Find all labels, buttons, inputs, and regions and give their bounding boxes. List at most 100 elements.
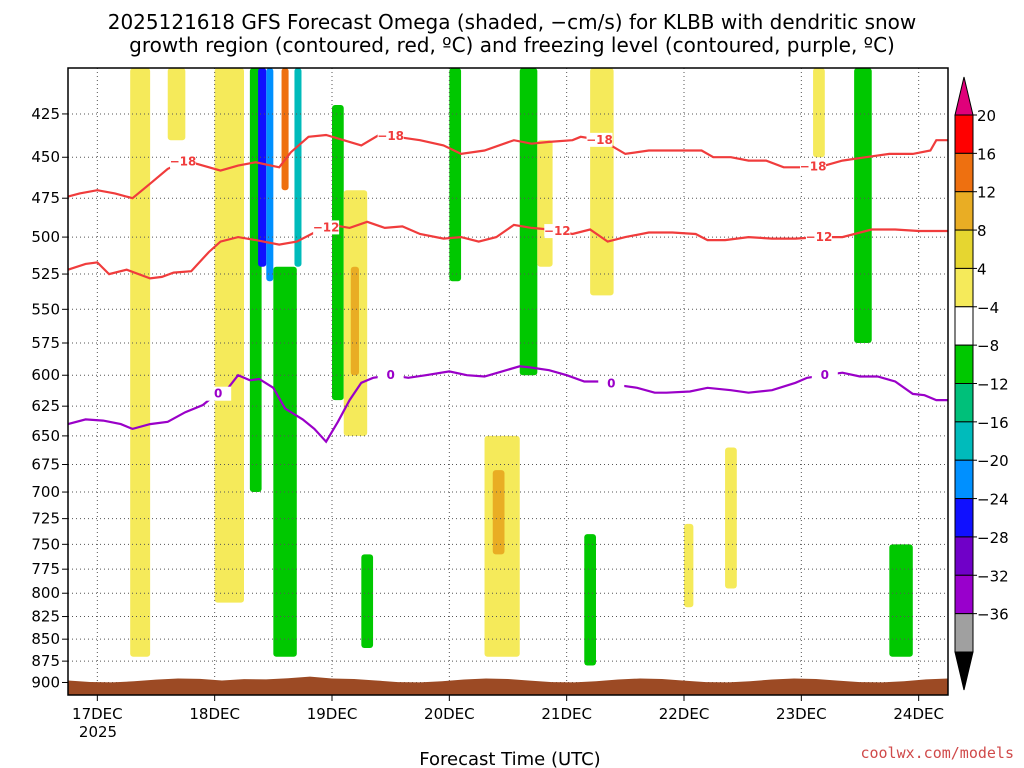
x-tick-label-17DEC: 17DEC <box>72 705 123 723</box>
colorbar-label-3: 8 <box>977 222 987 240</box>
x-tick-label-19DEC: 19DEC <box>307 705 358 723</box>
colorbar-label-0: 20 <box>977 107 996 125</box>
colorbar-segment-7 <box>954 383 974 423</box>
colorbar-top-arrow <box>954 76 974 116</box>
contour-label-bg-2-3 <box>811 368 838 383</box>
contour-label-1-2: −12 <box>806 230 833 244</box>
contour-line-1 <box>67 220 948 280</box>
omega-shade-19 <box>590 68 614 296</box>
omega-shade-16 <box>519 68 538 376</box>
terrain-fill <box>68 676 948 695</box>
omega-shade-5 <box>266 68 274 282</box>
y-tick-label-900: 900 <box>31 673 60 691</box>
colorbar-segment-5 <box>954 306 974 346</box>
omega-shade-9 <box>332 104 344 401</box>
contour-label-bg-0-3 <box>800 159 827 174</box>
y-tick-label-450: 450 <box>31 148 60 166</box>
y-tick-label-425: 425 <box>31 105 60 123</box>
y-tick-label-700: 700 <box>31 483 60 501</box>
y-tick-label-675: 675 <box>31 455 60 473</box>
x-tick-label-23DEC: 23DEC <box>776 705 827 723</box>
contour-label-0-2: −18 <box>586 133 613 147</box>
contour-label-0-1: −18 <box>377 129 404 143</box>
contour-label-bg-0-1 <box>377 129 404 144</box>
x-tick-label-20DEC: 20DEC <box>424 705 475 723</box>
contour-label-2-0: 0 <box>214 387 222 401</box>
omega-shade-7 <box>294 68 302 267</box>
colorbar-label-1: 16 <box>977 145 996 163</box>
omega-shade-12 <box>361 554 374 649</box>
colorbar-segment-13 <box>954 613 974 653</box>
x-tick-label-18DEC: 18DEC <box>189 705 240 723</box>
contour-label-bg-2-1 <box>377 368 404 383</box>
contour-label-bg-1-2 <box>805 230 832 245</box>
x-tick-label-22DEC: 22DEC <box>659 705 710 723</box>
colorbar-label-2: 12 <box>977 184 996 202</box>
year-label: 2025 <box>79 723 117 741</box>
y-tick-label-500: 500 <box>31 228 60 246</box>
colorbar-label-9: −20 <box>977 452 1009 470</box>
omega-shade-1 <box>167 68 186 141</box>
plot-frame <box>67 67 949 696</box>
omega-shade-22 <box>813 68 825 158</box>
contour-label-1-1: −12 <box>544 224 571 238</box>
omega-shade-23 <box>854 68 872 343</box>
y-tick-label-600: 600 <box>31 366 60 384</box>
colorbar-segment-0 <box>954 114 974 154</box>
omega-shade-13 <box>449 68 462 282</box>
colorbar-segment-10 <box>954 498 974 538</box>
colorbar-segment-3 <box>954 229 974 269</box>
contour-label-0-0: −18 <box>170 155 197 169</box>
colorbar-label-11: −28 <box>977 529 1009 547</box>
contour-label-bg-0-0 <box>169 154 196 169</box>
y-tick-label-800: 800 <box>31 584 60 602</box>
y-tick-label-775: 775 <box>31 560 60 578</box>
plot-area: −18 −18 −18 −18 −12 −12 −12 0 0 0 0 <box>67 67 949 696</box>
omega-shade-24 <box>889 544 913 657</box>
colorbar-label-10: −24 <box>977 491 1009 509</box>
omega-shade-18 <box>584 534 596 666</box>
colorbar-label-6: −8 <box>977 337 999 355</box>
colorbar-segment-6 <box>954 344 974 384</box>
contour-label-bg-2-2 <box>598 376 625 391</box>
colorbar-segment-11 <box>954 536 974 576</box>
x-tick-label-21DEC: 21DEC <box>541 705 592 723</box>
y-tick-label-550: 550 <box>31 300 60 318</box>
credit-link[interactable]: coolwx.com/models <box>860 744 1014 762</box>
omega-shade-11 <box>350 266 359 376</box>
colorbar-segment-4 <box>954 267 974 308</box>
y-tick-label-850: 850 <box>31 630 60 648</box>
x-axis-ticks: 17DEC 18DEC 19DEC 20DEC 21DEC 22DEC 23DEC 24DEC <box>72 695 944 723</box>
omega-shade-8 <box>273 266 297 657</box>
contour-label-bg-1-1 <box>544 224 571 239</box>
y-tick-label-575: 575 <box>31 334 60 352</box>
y-axis-ticks: 425 450 475 500 525 550 575 600 625 650 675 700 725 7… <box>31 105 68 691</box>
y-tick-label-525: 525 <box>31 265 60 283</box>
omega-shade-2 <box>214 68 244 603</box>
colorbar-label-8: −16 <box>977 414 1009 432</box>
omega-shade-17 <box>537 140 553 267</box>
colorbar-segment-9 <box>954 459 974 500</box>
omega-shade-20 <box>684 523 694 608</box>
colorbar-segment-1 <box>954 152 974 193</box>
colorbar-label-4: 4 <box>977 260 987 278</box>
x-tick-label-24DEC: 24DEC <box>893 705 944 723</box>
colorbar-bottom-arrow <box>954 651 974 691</box>
colorbar: 20 16 12 8 4 −4 −8 −12 −16 −20 −24 −28 −32 −36 <box>954 76 1009 691</box>
contour-label-bg-2-0 <box>205 386 232 401</box>
contour-label-2-3: 0 <box>821 368 829 382</box>
contour-label-0-3: −18 <box>800 160 827 174</box>
omega-shade-15 <box>492 470 505 555</box>
contour-label-2-1: 0 <box>386 368 394 382</box>
colorbar-segment-8 <box>954 421 974 461</box>
contour-label-bg-0-2 <box>586 132 613 147</box>
colorbar-label-13: −36 <box>977 606 1009 624</box>
chart-title-line-1: 2025121618 GFS Forecast Omega (shaded, −… <box>108 10 917 34</box>
y-tick-label-625: 625 <box>31 397 60 415</box>
colorbar-segment-12 <box>954 574 974 615</box>
contour-label-2-2: 0 <box>607 377 615 391</box>
y-tick-label-750: 750 <box>31 535 60 553</box>
omega-shade-4 <box>258 68 267 267</box>
colorbar-label-7: −12 <box>977 376 1009 394</box>
